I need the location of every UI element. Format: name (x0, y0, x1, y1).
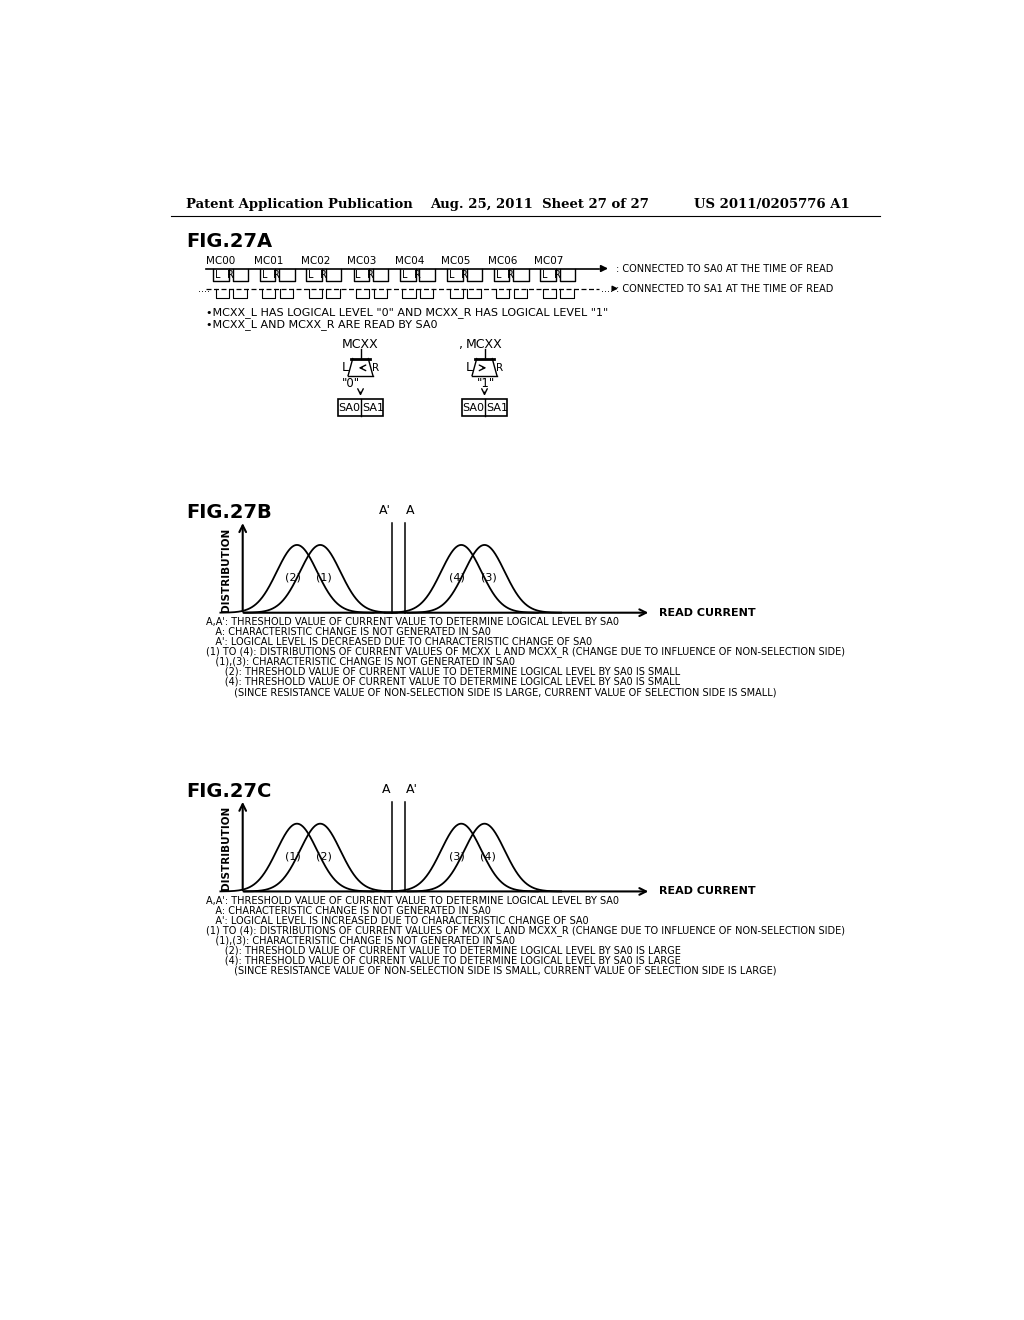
Text: L: L (542, 269, 548, 280)
Text: FIG.27C: FIG.27C (186, 781, 271, 801)
Text: READ CURRENT: READ CURRENT (658, 607, 756, 618)
Text: •MCXX_L AND MCXX_R ARE READ BY SA0: •MCXX_L AND MCXX_R ARE READ BY SA0 (206, 319, 437, 330)
Text: A: CHARACTERISTIC CHANGE IS NOT GENERATED IN SA0: A: CHARACTERISTIC CHANGE IS NOT GENERATE… (206, 906, 490, 916)
Text: (4): (4) (480, 851, 497, 861)
Text: (1) TO (4): DISTRIBUTIONS OF CURRENT VALUES OF MCXX_L AND MCXX_R (CHANGE DUE TO : (1) TO (4): DISTRIBUTIONS OF CURRENT VAL… (206, 647, 845, 657)
Text: ....: .... (198, 284, 210, 293)
Text: R: R (273, 269, 281, 280)
Text: MC03: MC03 (347, 256, 377, 265)
Bar (338, 399, 383, 416)
Text: (3): (3) (480, 573, 497, 582)
Text: R: R (368, 269, 374, 280)
Text: (2): THRESHOLD VALUE OF CURRENT VALUE TO DETERMINE LOGICAL LEVEL BY SA0 IS LARGE: (2): THRESHOLD VALUE OF CURRENT VALUE TO… (206, 945, 680, 956)
Text: : CONNECTED TO SA1 AT THE TIME OF READ: : CONNECTED TO SA1 AT THE TIME OF READ (616, 284, 834, 293)
Text: R: R (319, 269, 327, 280)
Text: SA0: SA0 (463, 403, 484, 413)
Text: R: R (414, 269, 421, 280)
Text: L: L (466, 362, 472, 375)
Text: (1) TO (4): DISTRIBUTIONS OF CURRENT VALUES OF MCXX_L AND MCXX_R (CHANGE DUE TO : (1) TO (4): DISTRIBUTIONS OF CURRENT VAL… (206, 925, 845, 936)
Text: (4): THRESHOLD VALUE OF CURRENT VALUE TO DETERMINE LOGICAL LEVEL BY SA0 IS LARGE: (4): THRESHOLD VALUE OF CURRENT VALUE TO… (206, 956, 680, 966)
Text: MC00: MC00 (207, 256, 236, 265)
Text: L: L (341, 362, 348, 375)
Text: L: L (402, 269, 408, 280)
Text: R: R (227, 269, 233, 280)
Text: SA0: SA0 (339, 403, 360, 413)
Text: (2): THRESHOLD VALUE OF CURRENT VALUE TO DETERMINE LOGICAL LEVEL BY SA0 IS SMALL: (2): THRESHOLD VALUE OF CURRENT VALUE TO… (206, 667, 680, 677)
Text: FIG.27B: FIG.27B (186, 503, 272, 523)
Text: R: R (554, 269, 561, 280)
Text: "1": "1" (477, 376, 496, 389)
Text: (1): (1) (316, 573, 332, 582)
Text: SA1: SA1 (486, 403, 508, 413)
Text: FIG.27A: FIG.27A (186, 232, 272, 251)
Text: A: A (407, 504, 415, 517)
Text: (2): (2) (285, 573, 301, 582)
Text: A': A' (379, 504, 391, 517)
Bar (462, 399, 507, 416)
Text: (4): THRESHOLD VALUE OF CURRENT VALUE TO DETERMINE LOGICAL LEVEL BY SA0 IS SMALL: (4): THRESHOLD VALUE OF CURRENT VALUE TO… (206, 677, 680, 686)
Text: MC05: MC05 (441, 256, 470, 265)
Text: A: CHARACTERISTIC CHANGE IS NOT GENERATED IN SA0: A: CHARACTERISTIC CHANGE IS NOT GENERATE… (206, 627, 490, 638)
Text: L: L (262, 269, 267, 280)
Text: (SINCE RESISTANCE VALUE OF NON-SELECTION SIDE IS SMALL, CURRENT VALUE OF SELECTI: (SINCE RESISTANCE VALUE OF NON-SELECTION… (206, 966, 776, 975)
Text: L: L (355, 269, 360, 280)
Text: A': LOGICAL LEVEL IS DECREASED DUE TO CHARACTERISTIC CHANGE OF SA0: A': LOGICAL LEVEL IS DECREASED DUE TO CH… (206, 638, 592, 647)
Text: MC02: MC02 (301, 256, 330, 265)
Text: MC07: MC07 (535, 256, 563, 265)
Text: R: R (508, 269, 514, 280)
Text: SA1: SA1 (361, 403, 384, 413)
Text: MC06: MC06 (487, 256, 517, 265)
Text: MC04: MC04 (394, 256, 424, 265)
Text: A': A' (407, 783, 418, 796)
Text: Aug. 25, 2011  Sheet 27 of 27: Aug. 25, 2011 Sheet 27 of 27 (430, 198, 649, 211)
Text: DISTRIBUTION: DISTRIBUTION (220, 807, 230, 891)
Text: (SINCE RESISTANCE VALUE OF NON-SELECTION SIDE IS LARGE, CURRENT VALUE OF SELECTI: (SINCE RESISTANCE VALUE OF NON-SELECTION… (206, 686, 776, 697)
Text: R: R (497, 363, 504, 372)
Text: (2): (2) (316, 851, 332, 861)
Text: A': LOGICAL LEVEL IS INCREASED DUE TO CHARACTERISTIC CHANGE OF SA0: A': LOGICAL LEVEL IS INCREASED DUE TO CH… (206, 916, 588, 925)
Text: ,: , (459, 338, 463, 351)
Text: : CONNECTED TO SA0 AT THE TIME OF READ: : CONNECTED TO SA0 AT THE TIME OF READ (616, 264, 834, 273)
Text: R: R (373, 363, 380, 372)
Text: READ CURRENT: READ CURRENT (658, 887, 756, 896)
Text: (1): (1) (286, 851, 301, 861)
Text: Patent Application Publication: Patent Application Publication (186, 198, 413, 211)
Text: R: R (461, 269, 468, 280)
Text: MCXX: MCXX (342, 338, 379, 351)
Text: L: L (496, 269, 501, 280)
Text: (1),(3): CHARACTERISTIC CHANGE IS NOT GENERATED IN SA0: (1),(3): CHARACTERISTIC CHANGE IS NOT GE… (206, 657, 514, 667)
Text: "0": "0" (342, 376, 360, 389)
Text: DISTRIBUTION: DISTRIBUTION (220, 528, 230, 611)
Text: A,A': THRESHOLD VALUE OF CURRENT VALUE TO DETERMINE LOGICAL LEVEL BY SA0: A,A': THRESHOLD VALUE OF CURRENT VALUE T… (206, 616, 618, 627)
Text: L: L (450, 269, 455, 280)
Text: (4): (4) (450, 573, 465, 582)
Text: (1),(3): CHARACTERISTIC CHANGE IS NOT GENERATED IN SA0: (1),(3): CHARACTERISTIC CHANGE IS NOT GE… (206, 936, 514, 945)
Text: L: L (215, 269, 220, 280)
Text: A: A (382, 783, 391, 796)
Text: L: L (308, 269, 313, 280)
Text: (3): (3) (450, 851, 465, 861)
Text: US 2011/0205776 A1: US 2011/0205776 A1 (693, 198, 850, 211)
Text: ....: .... (601, 284, 612, 293)
Text: •MCXX_L HAS LOGICAL LEVEL "0" AND MCXX_R HAS LOGICAL LEVEL "1": •MCXX_L HAS LOGICAL LEVEL "0" AND MCXX_R… (206, 308, 608, 318)
Text: MC01: MC01 (254, 256, 284, 265)
Text: A,A': THRESHOLD VALUE OF CURRENT VALUE TO DETERMINE LOGICAL LEVEL BY SA0: A,A': THRESHOLD VALUE OF CURRENT VALUE T… (206, 896, 618, 906)
Text: MCXX: MCXX (466, 338, 503, 351)
